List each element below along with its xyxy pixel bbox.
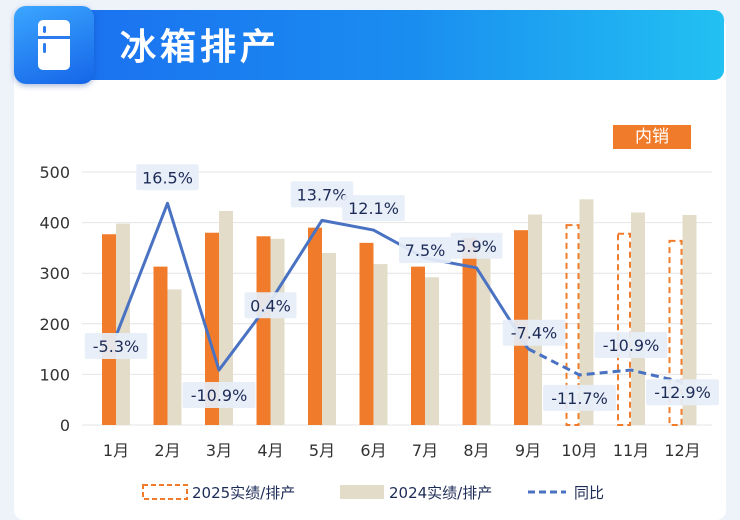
y-tick-label: 400 bbox=[39, 214, 70, 233]
yoy-line-dashed bbox=[527, 347, 683, 384]
x-tick-label: 1月 bbox=[103, 441, 129, 460]
yoy-label: 16.5% bbox=[136, 164, 199, 191]
x-tick-label: 5月 bbox=[309, 441, 335, 460]
bar-2025 bbox=[617, 232, 631, 426]
x-tick-label: 9月 bbox=[515, 441, 541, 460]
y-tick-label: 200 bbox=[39, 315, 70, 334]
x-tick-label: 2月 bbox=[154, 441, 180, 460]
yoy-label-bg bbox=[244, 292, 297, 319]
legend-label-2024: 2024实绩/排产 bbox=[389, 484, 492, 502]
yoy-label: -11.7% bbox=[543, 384, 616, 411]
x-tick-label: 12月 bbox=[664, 441, 700, 460]
yoy-label-text: 12.1% bbox=[348, 199, 399, 218]
yoy-label-text: -10.9% bbox=[191, 386, 248, 405]
yoy-labels: -5.3% 16.5% -10.9% 0.4% 13.7%12.1% 7.5% 5.9% -7… bbox=[84, 164, 719, 411]
domestic-sales-badge: 内销 bbox=[613, 125, 691, 149]
y-tick-label: 500 bbox=[39, 163, 70, 182]
legend-swatch-2024 bbox=[340, 485, 384, 499]
x-tick-label: 10月 bbox=[561, 441, 597, 460]
yoy-label: -5.3% bbox=[84, 332, 148, 359]
y-tick-label: 0 bbox=[60, 416, 70, 435]
bar-2024 bbox=[373, 264, 388, 425]
yoy-label-bg bbox=[399, 237, 451, 264]
bar-2025 bbox=[153, 266, 168, 425]
yoy-label: -12.9% bbox=[646, 379, 719, 406]
legend-label-yoy: 同比 bbox=[574, 484, 604, 502]
yoy-label-bg bbox=[84, 332, 148, 359]
yoy-label-text: 5.9% bbox=[456, 237, 497, 256]
bar-2024 bbox=[682, 215, 697, 425]
bar-2024 bbox=[579, 199, 594, 425]
bar-2025 bbox=[205, 232, 219, 425]
yoy-label: 5.9% bbox=[450, 232, 503, 259]
bar-2025 bbox=[565, 224, 580, 426]
bar-2025 bbox=[102, 234, 116, 425]
bar-2024 bbox=[631, 212, 645, 425]
yoy-label-bg bbox=[594, 332, 668, 359]
x-tick-label: 3月 bbox=[206, 441, 232, 460]
bar-2024 bbox=[476, 240, 491, 425]
yoy-label-bg bbox=[290, 181, 354, 208]
yoy-label: 0.4% bbox=[244, 292, 297, 319]
yoy-line-solid bbox=[114, 201, 530, 372]
bar-2024 bbox=[167, 289, 182, 425]
yoy-label: 13.7% bbox=[290, 181, 354, 208]
yoy-label-text: 13.7% bbox=[297, 185, 348, 204]
yoy-label-bg bbox=[502, 319, 566, 346]
bar-2025 bbox=[308, 227, 322, 425]
header-banner bbox=[28, 10, 724, 80]
yoy-label-text: -5.3% bbox=[93, 337, 139, 356]
x-tick-label: 6月 bbox=[360, 441, 386, 460]
bar-2025 bbox=[359, 242, 374, 425]
yoy-label-text: -7.4% bbox=[511, 324, 557, 343]
yoy-label: -10.9% bbox=[594, 332, 668, 359]
yoy-label-text: -10.9% bbox=[603, 336, 660, 355]
bar-2025 bbox=[668, 239, 683, 426]
yoy-label-text: 16.5% bbox=[142, 168, 193, 187]
bars bbox=[102, 199, 697, 426]
bar-2024 bbox=[116, 223, 130, 425]
yoy-line bbox=[114, 201, 683, 384]
x-tick-label: 11月 bbox=[613, 441, 649, 460]
yoy-label-text: -12.9% bbox=[654, 383, 711, 402]
legend-label-2025: 2025实绩/排产 bbox=[192, 484, 295, 502]
bar-2024 bbox=[270, 238, 285, 425]
yoy-label: 7.5% bbox=[399, 237, 451, 264]
y-tick-label: 300 bbox=[39, 264, 70, 283]
yoy-label: -10.9% bbox=[182, 382, 256, 409]
yoy-label-bg bbox=[646, 379, 719, 406]
bar-2025 bbox=[411, 266, 425, 425]
yoy-label-bg bbox=[182, 382, 256, 409]
bar-2025 bbox=[462, 237, 477, 425]
yoy-label-bg bbox=[136, 164, 199, 191]
legend-swatch-2025 bbox=[142, 484, 188, 500]
yoy-label-text: -11.7% bbox=[551, 389, 608, 408]
x-axis-ticks: 1月 2月 3月 4月 5月 6月 7月 8月 9月 10月 11月 12月 bbox=[103, 441, 701, 460]
y-tick-label: 100 bbox=[39, 365, 70, 384]
yoy-label: 12.1% bbox=[342, 195, 405, 222]
refrigerator-icon bbox=[14, 6, 94, 84]
bar-2024 bbox=[425, 277, 439, 425]
yoy-label-bg bbox=[450, 232, 503, 259]
x-tick-label: 7月 bbox=[412, 441, 438, 460]
y-axis-ticks: 0 100 200 300 400 500 bbox=[39, 163, 70, 435]
page-title: 冰箱排产 bbox=[120, 27, 281, 68]
yoy-label-bg bbox=[543, 384, 616, 411]
legend: 2025实绩/排产 2024实绩/排产 同比 bbox=[142, 484, 604, 502]
bar-2024 bbox=[322, 252, 336, 425]
bar-2025 bbox=[256, 236, 271, 425]
yoy-label-text: 7.5% bbox=[405, 241, 446, 260]
yoy-label-bg bbox=[342, 195, 405, 222]
x-tick-label: 4月 bbox=[257, 441, 283, 460]
yoy-label-text: 0.4% bbox=[250, 296, 291, 315]
bar-2024 bbox=[219, 210, 233, 425]
x-tick-label: 8月 bbox=[463, 441, 489, 460]
yoy-label: -7.4% bbox=[502, 319, 566, 346]
